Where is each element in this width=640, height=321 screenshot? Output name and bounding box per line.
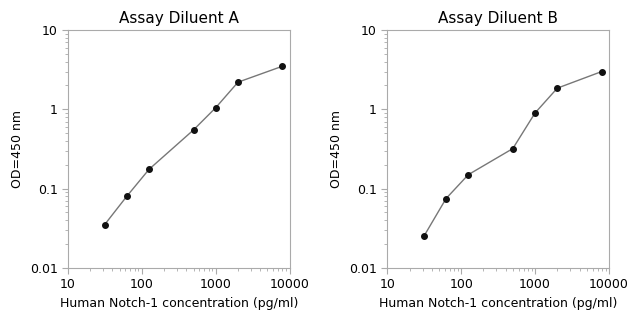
Title: Assay Diluent B: Assay Diluent B <box>438 11 558 26</box>
X-axis label: Human Notch-1 concentration (pg/ml): Human Notch-1 concentration (pg/ml) <box>60 297 298 310</box>
Y-axis label: OD=450 nm: OD=450 nm <box>11 110 24 188</box>
X-axis label: Human Notch-1 concentration (pg/ml): Human Notch-1 concentration (pg/ml) <box>379 297 618 310</box>
Title: Assay Diluent A: Assay Diluent A <box>119 11 239 26</box>
Y-axis label: OD=450 nm: OD=450 nm <box>330 110 344 188</box>
